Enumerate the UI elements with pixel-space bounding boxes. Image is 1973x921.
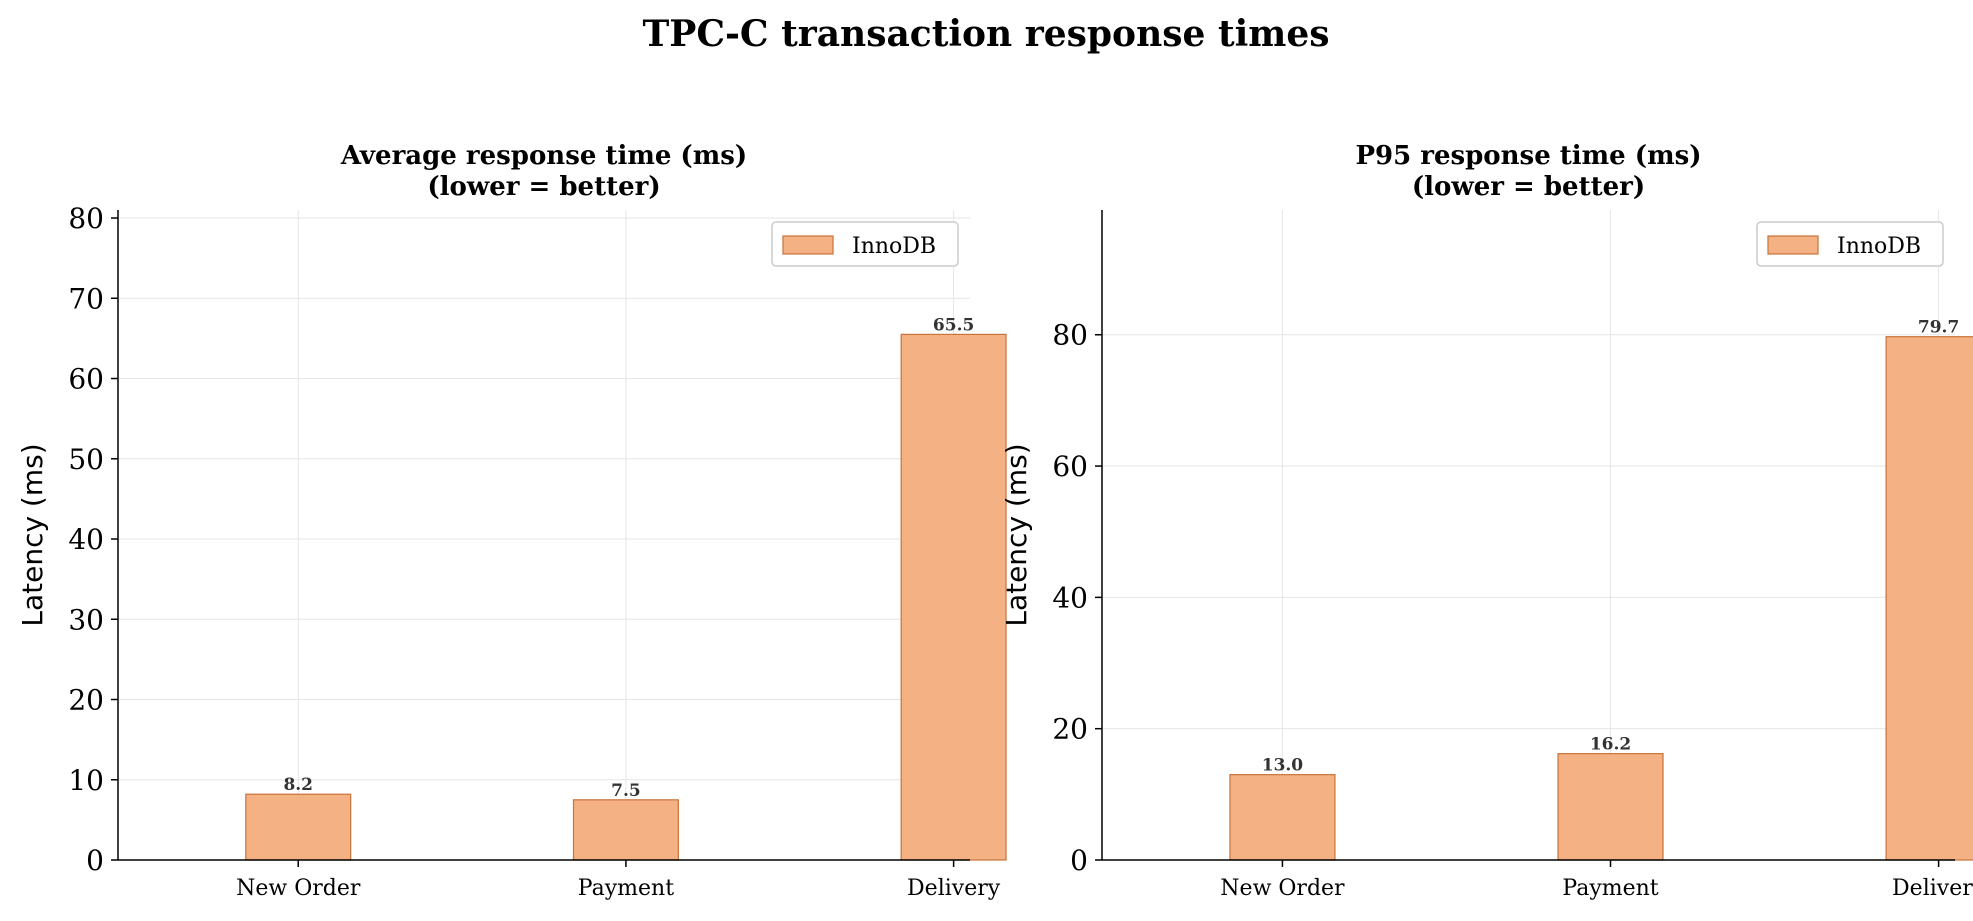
x-tick-label: New Order [1220, 876, 1345, 901]
x-tick-label: Delivery [1892, 876, 1973, 901]
x-tick-label: Payment [578, 876, 674, 901]
bar-delivery [1885, 336, 1973, 861]
legend-label: InnoDB [852, 234, 936, 259]
y-axis-label: Latency (ms) [16, 443, 49, 626]
legend: InnoDB [1756, 221, 1944, 267]
bar-new-order [1229, 774, 1336, 861]
y-tick-label: 20 [1052, 713, 1088, 746]
y-tick-label: 50 [68, 443, 104, 476]
bar-value-label: 8.2 [283, 775, 313, 795]
bar-payment [572, 799, 679, 861]
legend-box [1756, 221, 1944, 267]
chart-panel-2: P95 response time (ms)(lower = better) La… [1000, 141, 1973, 901]
y-axis-label: Latency (ms) [1000, 443, 1033, 626]
bar-payment [1557, 753, 1664, 861]
y-tick-label: 30 [68, 603, 104, 636]
bar-value-label: 79.7 [1918, 318, 1959, 338]
legend-swatch [782, 235, 834, 255]
legend-swatch [1767, 235, 1819, 255]
panel-title: (lower = better) [1412, 172, 1645, 202]
y-tick-label: 70 [68, 282, 104, 315]
chart-panel-1: Average response time (ms)(lower = bette… [16, 141, 1007, 901]
x-tick-label: Payment [1562, 876, 1658, 901]
y-tick-label: 80 [1052, 319, 1088, 352]
y-tick-label: 20 [68, 684, 104, 717]
figure-title: TPC-C transaction response times [642, 13, 1329, 55]
y-tick-label: 10 [68, 764, 104, 797]
x-tick-label: Delivery [907, 876, 1001, 901]
legend: InnoDB [771, 221, 959, 267]
bar-value-label: 65.5 [933, 315, 974, 335]
y-tick-label: 60 [68, 363, 104, 396]
panel-title: P95 response time (ms) [1355, 141, 1701, 171]
bar-value-label: 16.2 [1590, 735, 1631, 755]
bar-value-label: 7.5 [611, 781, 641, 801]
bar-delivery [900, 333, 1007, 861]
y-tick-label: 40 [1052, 581, 1088, 614]
panel-title: (lower = better) [427, 172, 660, 202]
y-tick-label: 0 [86, 844, 104, 877]
legend-label: InnoDB [1837, 234, 1921, 259]
y-tick-label: 0 [1070, 844, 1088, 877]
legend-box [771, 221, 959, 267]
bar-new-order [245, 793, 352, 861]
panel-title: Average response time (ms) [340, 141, 747, 171]
bar-value-label: 13.0 [1262, 756, 1304, 776]
y-tick-label: 80 [68, 202, 104, 235]
y-tick-label: 60 [1052, 450, 1088, 483]
x-tick-label: New Order [236, 876, 361, 901]
y-tick-label: 40 [68, 523, 104, 556]
